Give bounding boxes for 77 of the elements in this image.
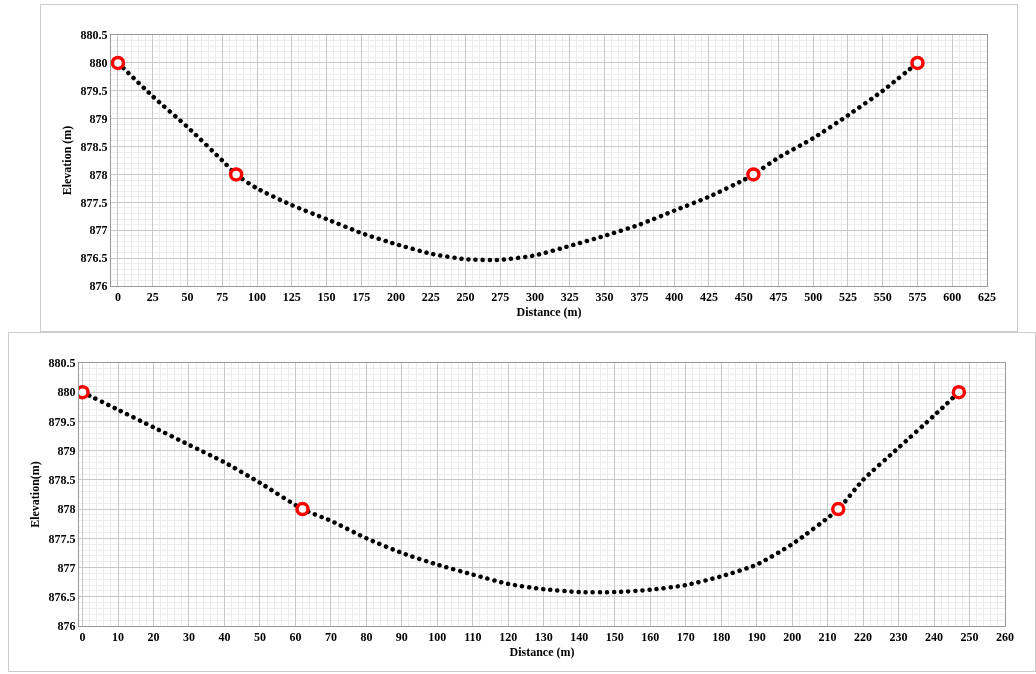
x-tick-label: 60 <box>289 630 302 645</box>
x-tick-label: 100 <box>248 290 266 305</box>
x-tick-label: 50 <box>253 630 266 645</box>
x-tick-label: 80 <box>360 630 373 645</box>
y-tick-label: 880 <box>89 56 108 71</box>
x-tick-label: 225 <box>421 290 440 305</box>
y-tick-label: 880 <box>57 385 76 400</box>
x-tick-label: 20 <box>147 630 160 645</box>
x-tick-label: 325 <box>560 290 579 305</box>
x-tick-label: 170 <box>676 630 695 645</box>
y-axis-title: Elevation(m) <box>27 461 42 528</box>
x-tick-label: 240 <box>925 630 944 645</box>
x-tick-label: 110 <box>464 630 482 645</box>
x-tick-label: 10 <box>112 630 125 645</box>
y-tick-label: 878.5 <box>48 473 76 488</box>
y-tick-label: 879.5 <box>48 414 76 429</box>
y-tick-label: 879 <box>89 111 108 126</box>
x-tick-label: 210 <box>818 630 837 645</box>
x-tick-label: 25 <box>146 290 159 305</box>
x-tick-label: 100 <box>428 630 447 645</box>
x-tick-label: 0 <box>114 290 121 305</box>
x-tick-label: 350 <box>595 290 614 305</box>
y-tick-label: 876.5 <box>80 251 108 266</box>
x-tick-label: 70 <box>324 630 337 645</box>
y-tick-label: 877.5 <box>48 531 76 546</box>
x-tick-label: 175 <box>352 290 371 305</box>
x-tick-label: 0 <box>79 630 86 645</box>
y-tick-label: 877.5 <box>80 195 108 210</box>
x-tick-label: 40 <box>218 630 231 645</box>
x-tick-label: 525 <box>838 290 857 305</box>
x-tick-label: 180 <box>712 630 731 645</box>
x-axis-title: Distance (m) <box>509 645 575 660</box>
y-tick-label: 878.5 <box>80 139 108 154</box>
y-tick-label: 880.5 <box>80 28 108 43</box>
x-tick-label: 75 <box>216 290 229 305</box>
x-tick-label: 150 <box>317 290 336 305</box>
x-axis-title: Distance (m) <box>516 305 582 320</box>
x-tick-label: 50 <box>181 290 194 305</box>
x-tick-label: 600 <box>943 290 962 305</box>
x-tick-label: 200 <box>387 290 406 305</box>
x-tick-label: 150 <box>605 630 624 645</box>
x-tick-label: 160 <box>641 630 660 645</box>
x-tick-label: 130 <box>534 630 553 645</box>
x-tick-label: 275 <box>491 290 510 305</box>
x-tick-label: 400 <box>665 290 684 305</box>
x-tick-label: 200 <box>783 630 802 645</box>
y-tick-label: 876 <box>57 619 76 634</box>
x-tick-label: 220 <box>854 630 873 645</box>
x-tick-label: 575 <box>908 290 927 305</box>
y-axis-title: Elevation (m) <box>59 125 74 196</box>
x-tick-label: 30 <box>182 630 195 645</box>
x-tick-label: 300 <box>526 290 545 305</box>
y-tick-label: 876 <box>89 279 108 294</box>
x-tick-label: 260 <box>996 630 1014 645</box>
x-tick-label: 250 <box>960 630 979 645</box>
y-tick-label: 879 <box>57 443 76 458</box>
x-tick-label: 190 <box>747 630 766 645</box>
y-tick-label: 877 <box>57 560 76 575</box>
x-tick-label: 550 <box>873 290 892 305</box>
x-tick-label: 120 <box>499 630 518 645</box>
x-tick-label: 230 <box>889 630 908 645</box>
x-tick-label: 500 <box>804 290 823 305</box>
y-tick-label: 878 <box>89 167 108 182</box>
x-tick-label: 625 <box>978 290 996 305</box>
y-tick-label: 878 <box>57 502 76 517</box>
x-tick-label: 140 <box>570 630 589 645</box>
y-tick-label: 876.5 <box>48 589 76 604</box>
y-tick-label: 877 <box>89 223 108 238</box>
y-tick-label: 880.5 <box>48 356 76 371</box>
y-tick-label: 879.5 <box>80 83 108 98</box>
x-tick-label: 425 <box>699 290 718 305</box>
x-tick-label: 250 <box>456 290 475 305</box>
x-tick-label: 125 <box>282 290 301 305</box>
x-tick-label: 375 <box>630 290 649 305</box>
x-tick-label: 450 <box>734 290 753 305</box>
x-tick-label: 90 <box>395 630 408 645</box>
x-tick-label: 475 <box>769 290 788 305</box>
